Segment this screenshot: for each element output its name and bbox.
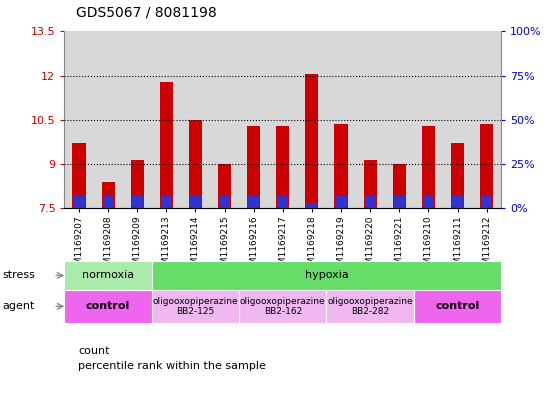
Bar bbox=[190, 196, 201, 208]
Text: hypoxia: hypoxia bbox=[305, 270, 348, 281]
Bar bbox=[72, 143, 86, 208]
Bar bbox=[239, 31, 268, 208]
Bar bbox=[480, 124, 493, 208]
Bar bbox=[326, 290, 414, 323]
Bar bbox=[102, 196, 114, 208]
Bar bbox=[152, 290, 239, 323]
Text: oligooxopiperazine
BB2-125: oligooxopiperazine BB2-125 bbox=[153, 297, 238, 316]
Bar bbox=[152, 261, 501, 290]
Bar bbox=[152, 31, 181, 208]
Bar bbox=[423, 196, 434, 208]
Text: stress: stress bbox=[3, 270, 36, 281]
Bar bbox=[161, 196, 172, 208]
Bar bbox=[123, 31, 152, 208]
Bar bbox=[277, 196, 288, 208]
Bar bbox=[239, 290, 326, 323]
Bar bbox=[160, 82, 173, 208]
Bar bbox=[219, 196, 230, 208]
Text: agent: agent bbox=[3, 301, 35, 311]
Bar bbox=[452, 196, 463, 208]
Bar bbox=[414, 290, 501, 323]
Bar bbox=[422, 126, 435, 208]
Bar bbox=[472, 31, 501, 208]
Bar bbox=[363, 160, 377, 208]
Bar bbox=[268, 31, 297, 208]
Bar bbox=[297, 31, 326, 208]
Text: oligooxopiperazine
BB2-282: oligooxopiperazine BB2-282 bbox=[328, 297, 413, 316]
Bar bbox=[481, 196, 492, 208]
Bar bbox=[218, 164, 231, 208]
Bar bbox=[248, 196, 259, 208]
Bar bbox=[306, 203, 318, 208]
Bar bbox=[130, 160, 144, 208]
Bar bbox=[94, 31, 123, 208]
Bar bbox=[276, 126, 290, 208]
Bar bbox=[356, 31, 385, 208]
Bar bbox=[64, 261, 152, 290]
Bar bbox=[305, 74, 319, 208]
Bar bbox=[101, 182, 115, 208]
Text: percentile rank within the sample: percentile rank within the sample bbox=[78, 361, 266, 371]
Bar bbox=[451, 143, 464, 208]
Bar bbox=[414, 31, 443, 208]
Bar bbox=[247, 126, 260, 208]
Text: control: control bbox=[435, 301, 480, 311]
Bar bbox=[73, 196, 85, 208]
Bar bbox=[334, 124, 348, 208]
Bar bbox=[189, 120, 202, 208]
Text: oligooxopiperazine
BB2-162: oligooxopiperazine BB2-162 bbox=[240, 297, 325, 316]
Bar bbox=[394, 196, 405, 208]
Bar bbox=[210, 31, 239, 208]
Bar bbox=[365, 196, 376, 208]
Bar bbox=[132, 196, 143, 208]
Bar bbox=[64, 290, 152, 323]
Bar bbox=[443, 31, 472, 208]
Text: normoxia: normoxia bbox=[82, 270, 134, 281]
Text: count: count bbox=[78, 345, 110, 356]
Bar bbox=[335, 196, 347, 208]
Text: GDS5067 / 8081198: GDS5067 / 8081198 bbox=[76, 6, 216, 20]
Bar bbox=[385, 31, 414, 208]
Bar bbox=[64, 31, 94, 208]
Bar bbox=[181, 31, 210, 208]
Bar bbox=[393, 164, 406, 208]
Text: control: control bbox=[86, 301, 130, 311]
Bar bbox=[326, 31, 356, 208]
